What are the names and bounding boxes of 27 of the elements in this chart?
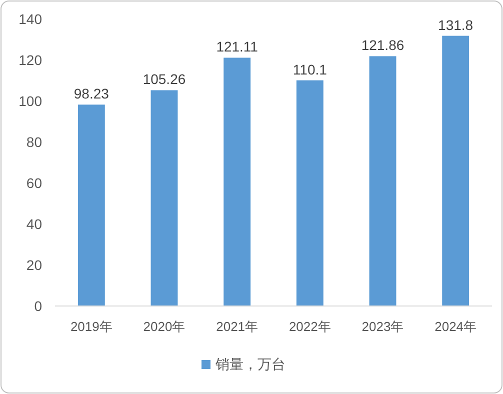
x-tick-label: 2024年 <box>434 319 477 334</box>
data-label: 131.8 <box>438 16 474 33</box>
data-label: 105.26 <box>142 71 186 88</box>
y-tick-label: 0 <box>34 298 42 314</box>
bar <box>442 36 470 306</box>
bar <box>78 104 105 306</box>
y-tick-label: 40 <box>26 216 42 232</box>
bar <box>296 80 324 306</box>
bar <box>150 90 178 306</box>
x-tick-label: 2019年 <box>70 319 112 334</box>
data-label: 110.1 <box>292 61 328 78</box>
y-tick-label: 80 <box>26 134 42 150</box>
y-tick-label: 120 <box>18 52 42 68</box>
data-label: 98.23 <box>74 86 110 102</box>
y-tick-label: 140 <box>18 11 42 27</box>
bar <box>224 58 251 306</box>
x-tick-label: 2022年 <box>288 319 331 334</box>
x-tick-label: 2020年 <box>143 319 186 334</box>
data-label: 121.11 <box>216 38 258 55</box>
y-tick-label: 60 <box>26 175 42 191</box>
legend-label: 销量，万台 <box>214 356 286 372</box>
y-tick-label: 100 <box>18 93 42 109</box>
y-tick-label: 20 <box>26 257 42 273</box>
data-label: 121.86 <box>361 37 404 54</box>
bar <box>369 56 396 306</box>
x-tick-label: 2021年 <box>216 319 258 334</box>
x-tick-label: 2023年 <box>362 319 404 334</box>
